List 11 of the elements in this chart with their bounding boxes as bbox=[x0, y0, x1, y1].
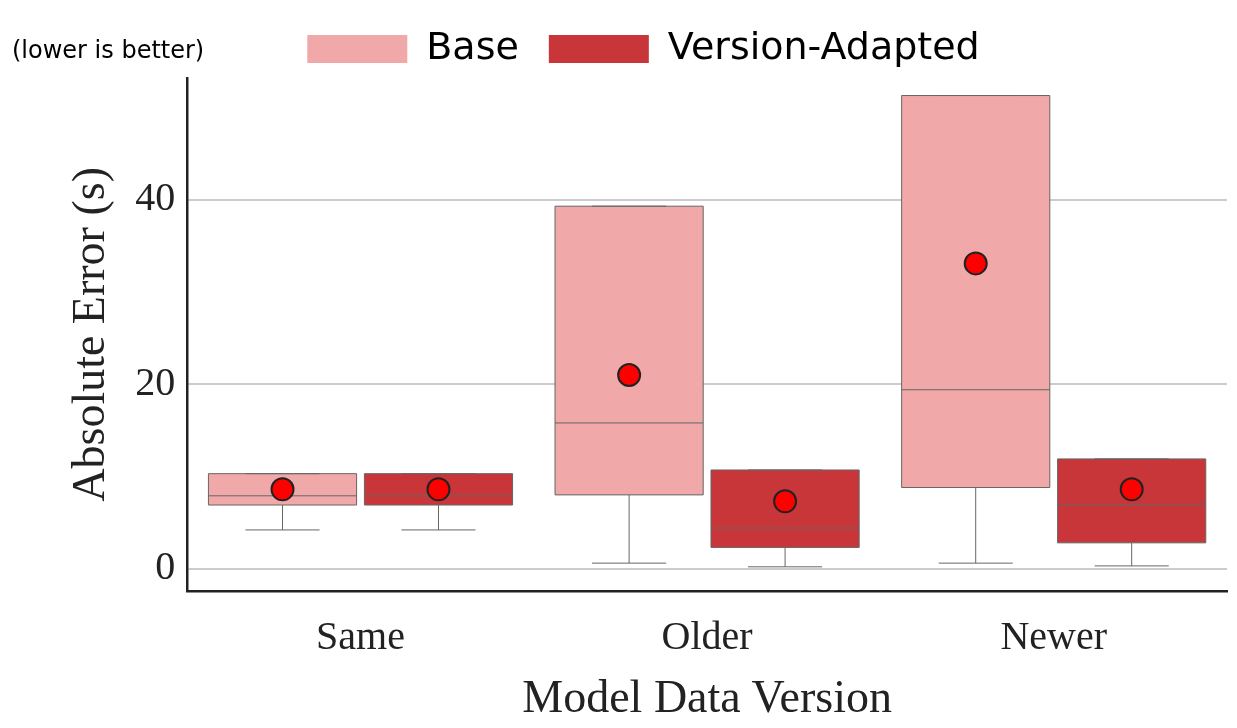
text: (lower is better) bbox=[12, 36, 205, 64]
legend-label: Version-Adapted bbox=[667, 23, 980, 68]
x-tick-label: Older bbox=[661, 613, 753, 659]
y-tick-label: 40 bbox=[135, 174, 176, 220]
x-tick-label: Same bbox=[316, 613, 405, 659]
x-tick-label: Newer bbox=[1000, 613, 1107, 659]
y-tick-label: 20 bbox=[135, 358, 176, 404]
legend-label: Base bbox=[426, 23, 519, 68]
y-axis-title: Absolute Error (s) bbox=[62, 167, 114, 502]
x-axis-title: Model Data Version bbox=[522, 671, 892, 723]
y-tick-label: 0 bbox=[155, 543, 176, 589]
